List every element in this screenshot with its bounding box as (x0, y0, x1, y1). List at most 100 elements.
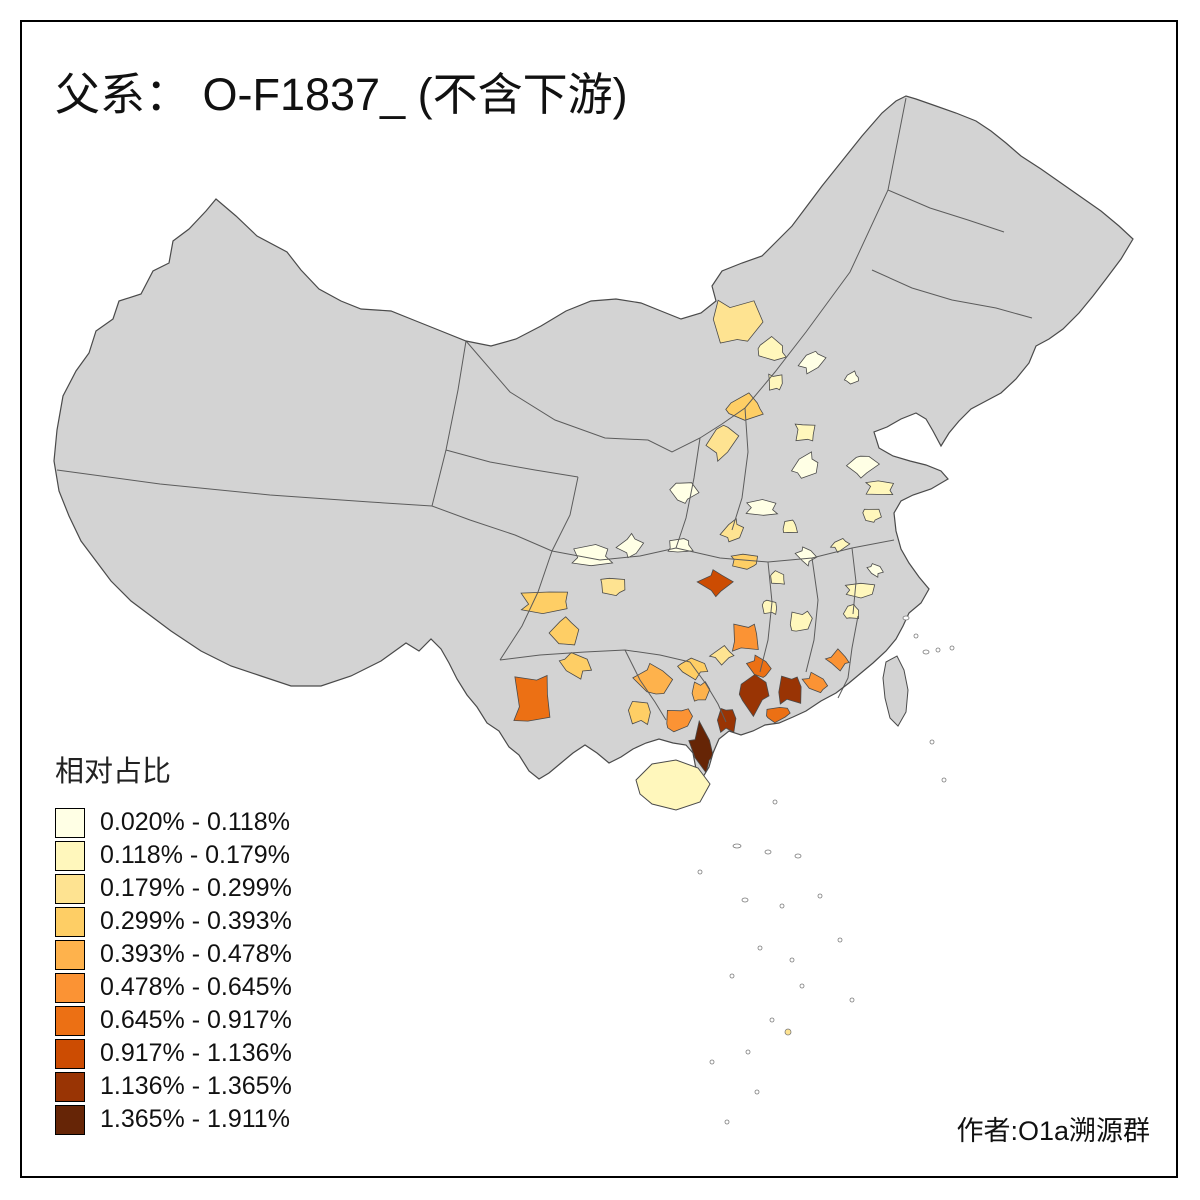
prefecture-region (745, 499, 779, 516)
legend-row: 0.645% - 0.917% (55, 1004, 292, 1037)
prefecture-region (712, 299, 764, 344)
legend-label: 1.365% - 1.911% (100, 1105, 290, 1133)
legend-swatch (55, 873, 85, 904)
prefecture-region (705, 424, 740, 463)
islet (794, 853, 802, 859)
prefecture-region (513, 674, 551, 722)
islet (902, 615, 910, 621)
legend-label: 0.299% - 0.393% (100, 907, 292, 935)
prefecture-region (688, 719, 714, 774)
prefecture-region (824, 648, 850, 672)
legend-swatch (55, 939, 85, 970)
prefecture-region (696, 569, 734, 598)
prefecture-region (615, 532, 645, 559)
legend-row: 0.393% - 0.478% (55, 938, 292, 971)
legend-swatch (55, 1005, 85, 1036)
prefecture-region (789, 610, 813, 632)
legend-row: 1.365% - 1.911% (55, 1103, 292, 1136)
islet (754, 1089, 760, 1095)
legend-label: 0.118% - 0.179% (100, 841, 290, 869)
legend-row: 0.299% - 0.393% (55, 905, 292, 938)
prefecture-region (666, 708, 693, 733)
legend: 相对占比 0.020% - 0.118% 0.118% - 0.179% 0.179… (55, 748, 292, 1136)
legend-label: 0.645% - 0.917% (100, 1006, 292, 1034)
prefecture-region (864, 480, 895, 496)
prefecture-region (725, 392, 764, 421)
prefecture-region (768, 373, 783, 391)
islet (913, 633, 919, 639)
islet (935, 647, 941, 653)
islands (635, 655, 909, 811)
prefecture-region (794, 546, 818, 567)
prefecture-region (757, 335, 787, 361)
islet (837, 937, 843, 943)
islet (732, 843, 742, 849)
map-title: 父系： O-F1837_ (不含下游) (55, 69, 628, 120)
islet (729, 973, 735, 979)
prefecture-region (790, 451, 819, 479)
prefecture-region (691, 681, 711, 702)
prefecture-region (520, 591, 569, 615)
taiwan-island (882, 655, 909, 727)
province-borders (56, 97, 1033, 723)
legend-label: 1.136% - 1.365% (100, 1072, 292, 1100)
prefecture-region (862, 508, 882, 523)
legend-swatch (55, 906, 85, 937)
prefecture-region (829, 538, 851, 553)
islet (849, 997, 855, 1003)
legend-swatch (55, 1071, 85, 1102)
legend-label: 0.917% - 1.136% (100, 1039, 292, 1067)
islet (799, 983, 805, 989)
prefecture-region (761, 599, 778, 616)
legend-swatch (55, 807, 85, 838)
prefecture-region (600, 577, 626, 597)
islet (769, 1017, 775, 1023)
prefecture-region (794, 423, 816, 442)
small-islands (697, 615, 955, 1125)
legend-label: 0.393% - 0.478% (100, 940, 292, 968)
prefecture-region (558, 652, 593, 680)
prefecture-region (845, 455, 881, 479)
prefecture-region (842, 603, 859, 619)
prefecture-region (571, 544, 614, 567)
legend-title: 相对占比 (55, 756, 172, 788)
islet (949, 645, 955, 651)
prefecture-region (627, 701, 651, 726)
islet (697, 869, 703, 875)
prefecture-region (782, 519, 799, 534)
legend-row: 1.136% - 1.365% (55, 1070, 292, 1103)
legend-row: 0.179% - 0.299% (55, 872, 292, 905)
prefecture-patches (513, 299, 895, 774)
prefecture-region (708, 645, 735, 666)
islet (741, 897, 749, 903)
islet (789, 957, 795, 963)
legend-row: 0.917% - 1.136% (55, 1037, 292, 1070)
legend-label: 0.179% - 0.299% (100, 874, 292, 902)
islet (929, 739, 935, 745)
legend-swatch (55, 840, 85, 871)
islet (724, 1119, 730, 1125)
islet (784, 1028, 792, 1036)
islet (772, 799, 778, 805)
islet (757, 945, 763, 951)
legend-row: 0.118% - 0.179% (55, 839, 292, 872)
prefecture-region (632, 662, 674, 695)
legend-row: 0.020% - 0.118% (55, 806, 292, 839)
islet (779, 903, 785, 909)
prefecture-region (719, 518, 745, 543)
islet (922, 649, 930, 655)
prefecture-region (766, 706, 791, 724)
prefecture-region (548, 616, 580, 646)
legend-row: 0.478% - 0.645% (55, 971, 292, 1004)
islet (745, 1049, 751, 1055)
legend-rows: 0.020% - 0.118% 0.118% - 0.179% 0.179% - 0… (55, 806, 292, 1136)
prefecture-region (770, 570, 785, 585)
prefecture-region (866, 563, 884, 578)
prefecture-region (797, 350, 827, 375)
prefecture-region (731, 623, 759, 652)
author-credit: 作者:O1a溯源群 (956, 1116, 1150, 1146)
prefecture-region (778, 675, 802, 705)
legend-label: 0.478% - 0.645% (100, 973, 292, 1001)
prefecture-region (745, 654, 772, 678)
